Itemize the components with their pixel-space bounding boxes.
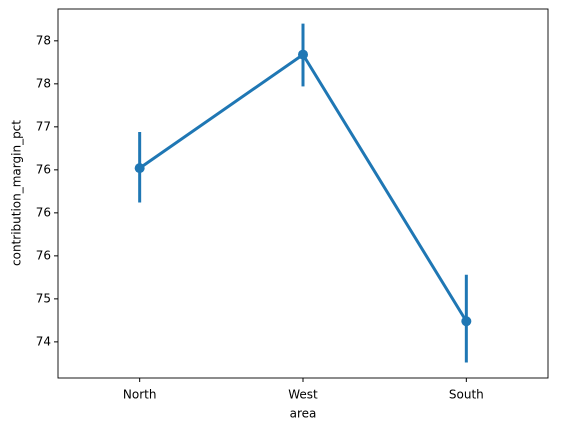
y-axis-label: contribution_margin_pct	[10, 120, 24, 266]
y-tick-label: 76	[36, 248, 51, 262]
point	[461, 316, 472, 327]
y-tick-label: 78	[36, 76, 51, 90]
x-tick-label: North	[123, 388, 157, 402]
y-tick-label: 76	[36, 205, 51, 219]
x-tick-label: South	[449, 388, 484, 402]
x-tick-label: West	[288, 388, 318, 402]
y-tick-label: 77	[36, 119, 51, 133]
point	[298, 49, 308, 60]
y-tick-label: 78	[36, 33, 51, 47]
point	[134, 163, 145, 174]
y-tick-label: 75	[36, 291, 51, 305]
line	[138, 52, 468, 323]
x-axis-label: area	[290, 407, 317, 421]
y-tick-label: 76	[36, 162, 51, 176]
y-tick-label: 74	[36, 334, 51, 348]
